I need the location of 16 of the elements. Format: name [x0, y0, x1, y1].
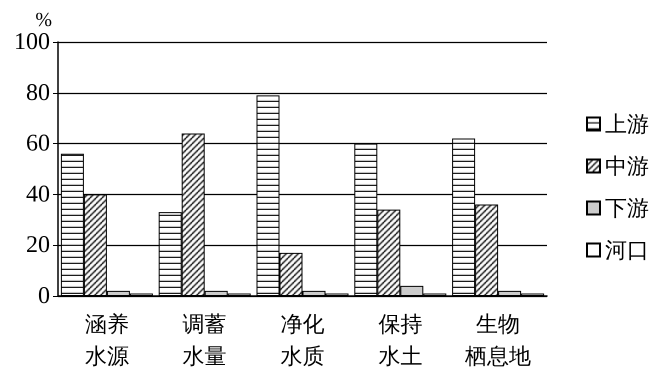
- x-tick-label: 涵养水源: [84, 312, 129, 368]
- y-tick-label: 100: [14, 29, 50, 55]
- legend-label: 河口: [605, 238, 649, 262]
- y-tick-label: 0: [38, 283, 50, 309]
- y-axis-title: %: [35, 9, 52, 32]
- y-tick-label: 60: [26, 130, 50, 157]
- y-tick-label: 80: [26, 80, 50, 106]
- y-tick-label: 40: [26, 181, 50, 208]
- y-tick-label: 20: [26, 232, 50, 258]
- x-tick-label: 生物栖息地: [464, 312, 532, 368]
- x-tick-label: 保持水土: [378, 312, 422, 368]
- legend-label: 上游: [605, 112, 649, 136]
- x-tick-label: 调蓄水量: [182, 312, 227, 368]
- x-tick-label: 净化水质: [280, 312, 324, 368]
- legend-label: 下游: [605, 196, 649, 220]
- legend-label: 中游: [605, 154, 649, 178]
